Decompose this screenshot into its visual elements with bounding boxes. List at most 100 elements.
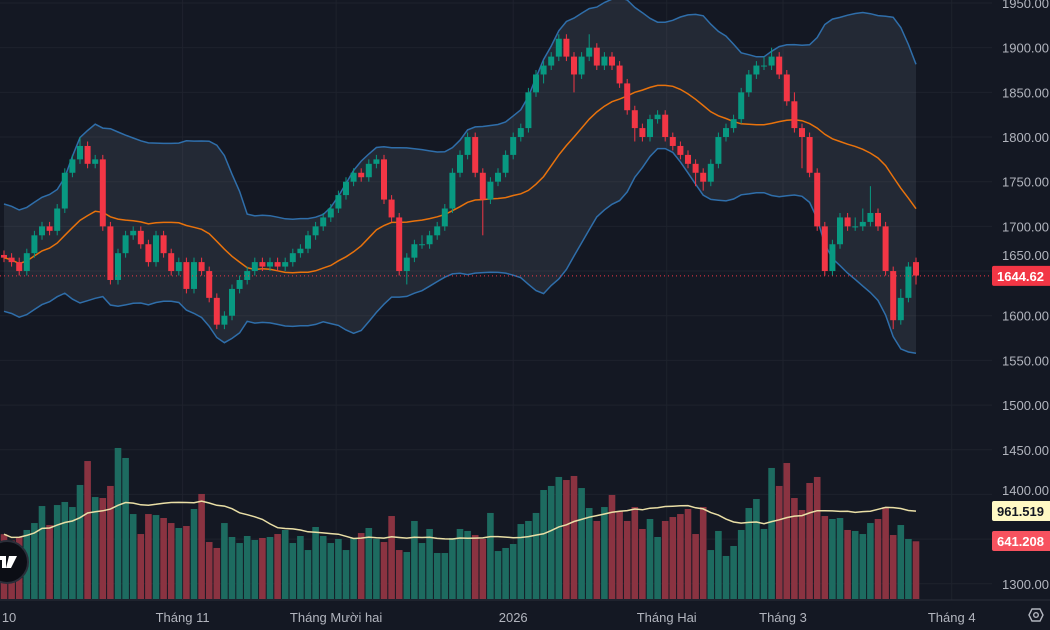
candle bbox=[312, 221, 319, 240]
candle bbox=[396, 212, 403, 276]
price-tick-label: 1400.00 bbox=[1002, 483, 1049, 498]
price-tick-label: 1700.00 bbox=[1002, 219, 1049, 234]
candle-body bbox=[768, 56, 775, 66]
candle-body bbox=[647, 119, 653, 138]
candle bbox=[821, 221, 828, 276]
volume-bar bbox=[699, 507, 707, 599]
candle bbox=[677, 141, 684, 160]
volume-bar bbox=[259, 537, 266, 599]
candle-body bbox=[335, 195, 342, 209]
candle-body bbox=[563, 38, 570, 57]
volume-bar bbox=[403, 552, 411, 599]
candle bbox=[799, 123, 805, 169]
volume-bar bbox=[327, 543, 335, 599]
candle bbox=[844, 212, 851, 231]
candle-body bbox=[586, 47, 593, 57]
candle-body bbox=[631, 110, 638, 129]
candle-body bbox=[54, 208, 61, 231]
candle bbox=[229, 284, 235, 321]
candle-body bbox=[890, 271, 897, 321]
candle bbox=[806, 132, 813, 178]
volume-bar bbox=[228, 536, 236, 599]
volume-bar bbox=[912, 541, 920, 599]
candle-body bbox=[540, 65, 547, 75]
volume-bar bbox=[502, 547, 509, 599]
time-tick-label: Tháng 4 bbox=[928, 610, 976, 625]
volume-bar bbox=[623, 520, 631, 599]
candle-body bbox=[403, 257, 410, 272]
candle-body bbox=[168, 253, 175, 272]
volume-bar bbox=[707, 550, 715, 599]
candle bbox=[586, 34, 593, 62]
candle-body bbox=[662, 114, 669, 138]
candle bbox=[305, 230, 311, 254]
candle-body bbox=[396, 217, 403, 272]
volume-bar bbox=[525, 520, 532, 599]
candle bbox=[236, 275, 243, 294]
candle-body bbox=[799, 128, 805, 138]
volume-bar bbox=[608, 494, 616, 599]
candle-body bbox=[145, 244, 152, 263]
candle-body bbox=[107, 226, 114, 280]
candle-body bbox=[677, 145, 684, 155]
volume-bar bbox=[631, 507, 639, 599]
candle bbox=[631, 105, 638, 142]
volume-bar bbox=[806, 482, 813, 599]
price-tick-label: 1500.00 bbox=[1002, 398, 1049, 413]
candle-body bbox=[852, 226, 859, 228]
candle bbox=[525, 87, 532, 133]
candle-body bbox=[213, 297, 220, 325]
candle-body bbox=[525, 92, 532, 129]
candle-body bbox=[289, 253, 296, 263]
candle-body bbox=[115, 253, 121, 280]
candle bbox=[571, 52, 577, 93]
candle-body bbox=[46, 226, 53, 231]
candle-body bbox=[753, 65, 760, 75]
candle-body bbox=[821, 226, 828, 272]
price-tick-label: 1850.00 bbox=[1002, 85, 1049, 100]
volume-bar bbox=[76, 484, 84, 599]
candle bbox=[160, 230, 167, 258]
volume-bar bbox=[441, 553, 449, 599]
candle bbox=[221, 311, 228, 330]
candle bbox=[358, 168, 365, 182]
candle-body bbox=[1, 254, 7, 258]
volume-bar bbox=[737, 529, 745, 599]
volume-bar bbox=[114, 447, 122, 599]
volume-bar bbox=[433, 553, 441, 599]
volume-bar bbox=[654, 536, 661, 599]
volume-bar bbox=[775, 485, 783, 599]
volume-bar bbox=[198, 493, 205, 599]
volume-bar bbox=[897, 525, 905, 599]
candle-body bbox=[99, 159, 106, 227]
candle bbox=[381, 154, 387, 205]
candle bbox=[457, 150, 463, 178]
candle bbox=[365, 159, 372, 182]
candle bbox=[23, 248, 30, 276]
volume-bar bbox=[768, 467, 775, 599]
candle bbox=[761, 56, 767, 71]
candle-body bbox=[502, 154, 509, 173]
candle bbox=[441, 204, 448, 231]
volume-bar bbox=[601, 507, 608, 599]
candle-body bbox=[487, 181, 494, 200]
volume-bar bbox=[122, 457, 129, 599]
candle bbox=[107, 221, 114, 285]
candle-body bbox=[61, 172, 68, 209]
candle-body bbox=[510, 137, 517, 155]
candle bbox=[84, 141, 91, 169]
candle-body bbox=[882, 226, 889, 272]
volume-bar bbox=[555, 476, 563, 599]
candle-body bbox=[457, 154, 463, 173]
volume-bar bbox=[84, 461, 91, 599]
volume-bar bbox=[312, 527, 319, 599]
candle-body bbox=[69, 159, 76, 173]
candle-body bbox=[867, 212, 874, 222]
volume-bar bbox=[365, 527, 373, 599]
candle-body bbox=[130, 230, 137, 236]
candle bbox=[616, 61, 623, 88]
candle-body bbox=[517, 128, 524, 138]
candle-body bbox=[388, 199, 395, 218]
settings-hexagon-icon[interactable] bbox=[1028, 608, 1044, 622]
